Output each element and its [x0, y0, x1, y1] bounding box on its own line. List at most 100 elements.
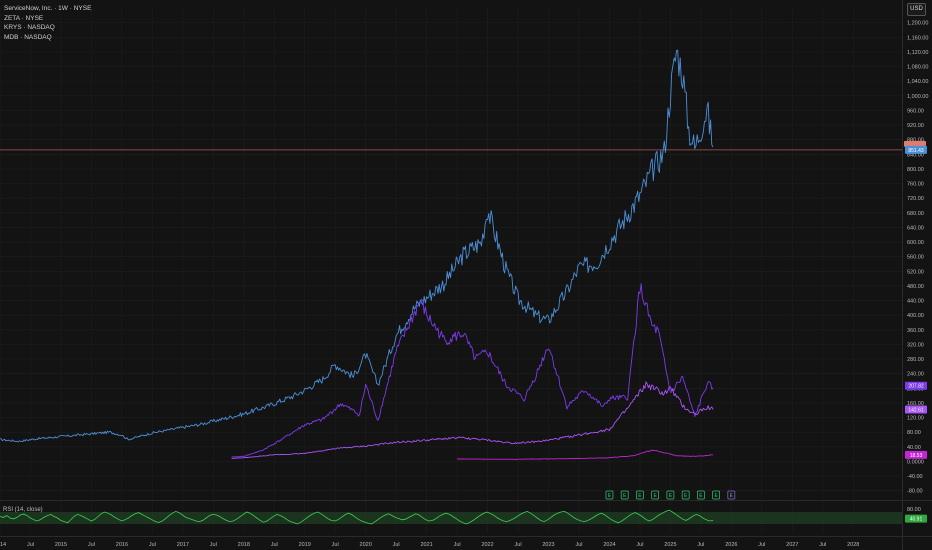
- time-tick-label: Jul: [515, 542, 522, 548]
- time-tick-label: 2028: [847, 542, 859, 548]
- time-tick-label: 2025: [664, 542, 676, 548]
- earnings-event-label: E: [608, 493, 612, 499]
- price-tick-label: 360.00: [907, 328, 924, 334]
- rsi-indicator-label[interactable]: RSI (14, close): [3, 507, 43, 513]
- earnings-event-label: E: [699, 493, 703, 499]
- rsi-tick-label: 80.00: [907, 507, 921, 513]
- price-tick-label: -40.00: [907, 474, 923, 480]
- price-tick-label: 0.0000: [907, 459, 924, 465]
- earnings-event-marker: [636, 490, 644, 500]
- symbol-legend: ServiceNow, Inc. · 1W · NYSE ZETA · NYSE…: [4, 4, 91, 42]
- time-tick-label: 2016: [116, 542, 128, 548]
- rsi-last-badge: [905, 514, 927, 523]
- time-tick-label: 2015: [55, 542, 67, 548]
- series-line-krys: [231, 283, 714, 458]
- time-tick-label: Jul: [88, 542, 95, 548]
- time-tick-label: Jul: [393, 542, 400, 548]
- earnings-event-marker: [605, 490, 614, 500]
- legend-main-symbol[interactable]: ServiceNow, Inc. · 1W · NYSE: [4, 5, 92, 12]
- currency-button[interactable]: USD: [907, 3, 926, 16]
- earnings-event-marker: [697, 490, 705, 500]
- price-tick-label: 600.00: [907, 240, 924, 246]
- earnings-event-marker: [651, 490, 660, 500]
- series-line-now: [0, 49, 714, 443]
- time-axis[interactable]: 14 Jul 2015 Jul 2016 Jul 2017 Jul 2018 Jul 2019 Jul…: [0, 542, 859, 548]
- time-tick-label: 2027: [786, 542, 798, 548]
- time-tick-label: 2024: [603, 542, 615, 548]
- time-tick-label: 2023: [542, 542, 554, 548]
- time-tick-label: 2022: [481, 542, 493, 548]
- time-tick-label: Jul: [697, 542, 704, 548]
- time-tick-label: Jul: [819, 542, 826, 548]
- time-tick-label: 14: [0, 542, 6, 548]
- price-tick-label: 400.00: [907, 313, 924, 319]
- price-tick-label: 1,080.00: [907, 65, 928, 71]
- rsi-pane: [0, 509, 902, 525]
- legend-compare-mdb[interactable]: MDB · NASDAQ: [4, 33, 52, 41]
- last-value-label-now: 851.43: [908, 148, 924, 154]
- last-value-label-krys: 207.82: [908, 384, 924, 390]
- earnings-event-marker: [681, 490, 690, 500]
- last-value-badge-krys: [905, 381, 927, 390]
- time-tick-label: Jul: [332, 542, 339, 548]
- rsi-line: [0, 509, 714, 525]
- earnings-event-label: E: [714, 493, 718, 499]
- rsi-last-label: 40.91: [910, 517, 923, 523]
- last-value-badge-zeta: [905, 450, 927, 459]
- legend-compare-krys[interactable]: KRYS · NASDAQ: [4, 24, 55, 31]
- price-tick-label: 680.00: [907, 211, 924, 217]
- time-tick-label: 2020: [360, 542, 372, 548]
- time-tick-label: Jul: [149, 542, 156, 548]
- price-tick-label: 760.00: [907, 182, 924, 188]
- time-tick-label: Jul: [758, 542, 765, 548]
- last-value-label-zeta: 18.53: [910, 453, 923, 459]
- series-line-mdb: [231, 381, 714, 460]
- time-tick-label: 2026: [725, 542, 737, 548]
- price-tick-label: 160.00: [907, 401, 924, 407]
- earnings-event-label: E: [638, 493, 642, 499]
- legend-compare-zeta[interactable]: ZETA · NYSE: [4, 14, 44, 22]
- time-tick-label: Jul: [210, 542, 217, 548]
- price-tick-label: 880.00: [907, 138, 924, 144]
- price-tick-label: 1,160.00: [907, 35, 928, 41]
- price-tick-label: 800.00: [907, 167, 924, 173]
- earnings-event-label: E: [623, 493, 627, 499]
- earnings-event-label: E: [653, 493, 657, 499]
- price-tick-label: 1,000.00: [907, 94, 928, 100]
- last-value-label-mdb: 142.61: [908, 408, 924, 414]
- time-tick-label: 2019: [299, 542, 311, 548]
- price-tick-label: 720.00: [907, 196, 924, 202]
- price-tick-label: 1,200.00: [907, 21, 928, 27]
- time-tick-label: Jul: [636, 542, 643, 548]
- price-tick-label: 120.00: [907, 416, 924, 422]
- earnings-event-marker: [620, 490, 629, 500]
- series-layer: [0, 49, 714, 460]
- price-tick-label: 520.00: [907, 269, 924, 275]
- time-tick-label: Jul: [575, 542, 582, 548]
- price-tick-label: 640.00: [907, 225, 924, 231]
- price-tick-label: 480.00: [907, 284, 924, 290]
- last-value-badges: 851.43 207.82 142.61 18.53 40.91: [904, 140, 927, 523]
- price-tick-label: 440.00: [907, 299, 924, 305]
- time-tick-label: 2018: [238, 542, 250, 548]
- earnings-event-label: E: [669, 493, 673, 499]
- price-tick-label: 840.00: [907, 152, 924, 158]
- price-tick-label: 40.00: [907, 445, 921, 451]
- earnings-event-marker: [727, 490, 736, 500]
- price-tick-label: 240.00: [907, 372, 924, 378]
- price-tick-label: 320.00: [907, 342, 924, 348]
- price-tick-label: -80.00: [907, 489, 923, 495]
- price-tick-label: 1,120.00: [907, 50, 928, 56]
- price-tick-label: 920.00: [907, 123, 924, 129]
- time-tick-label: Jul: [454, 542, 461, 548]
- series-line-zeta: [457, 449, 714, 460]
- last-value-badge-now: [905, 145, 927, 154]
- last-value-badge-mdb: [905, 405, 927, 414]
- earnings-event-marker: [712, 490, 720, 500]
- time-tick-label: 2021: [420, 542, 432, 548]
- time-tick-label: Jul: [271, 542, 278, 548]
